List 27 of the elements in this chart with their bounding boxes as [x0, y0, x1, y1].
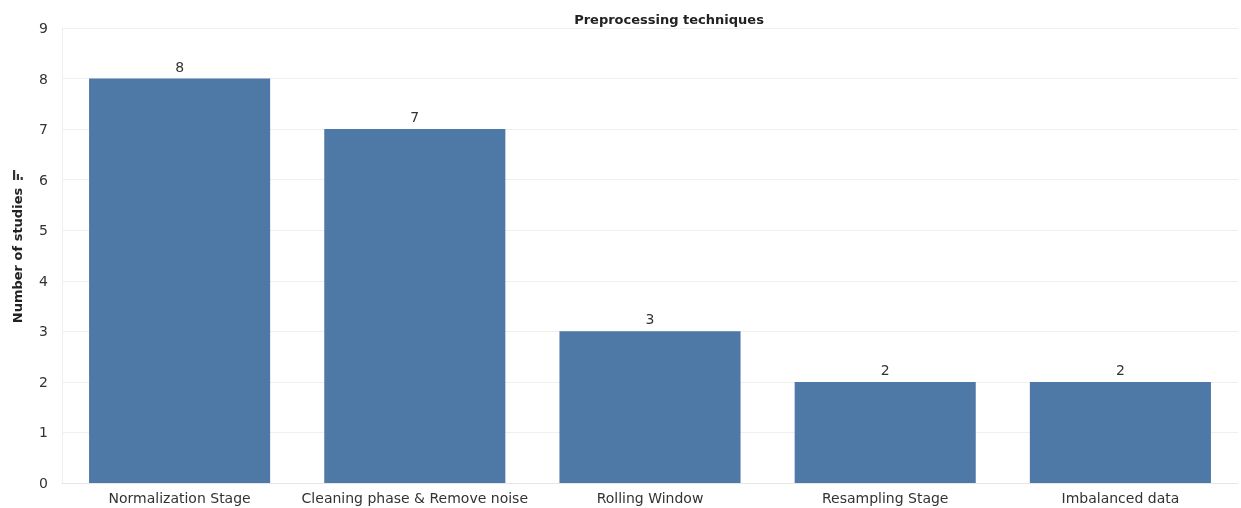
data-label: 7	[410, 109, 420, 126]
x-tick-label: Normalization Stage	[108, 490, 251, 506]
x-tick-label: Cleaning phase & Remove noise	[301, 490, 528, 506]
y-tick-label: 8	[39, 70, 48, 87]
y-axis-title: Number of studies	[10, 187, 25, 324]
y-tick-label: 9	[39, 20, 48, 36]
data-label: 3	[645, 311, 655, 328]
y-tick-label: 3	[39, 323, 48, 340]
x-tick-label: Imbalanced data	[1061, 490, 1180, 506]
data-label: 2	[880, 361, 890, 378]
bar	[1029, 381, 1211, 483]
data-label: 8	[175, 58, 185, 75]
y-tick-label: 7	[39, 121, 48, 138]
y-tick-label: 5	[39, 222, 48, 239]
bar	[324, 129, 506, 483]
bar	[559, 331, 741, 483]
y-tick-label: 6	[39, 171, 49, 188]
x-tick-label: Rolling Window	[596, 490, 704, 506]
x-tick-label: Resampling Stage	[821, 490, 949, 506]
y-tick-label: 2	[39, 373, 48, 390]
y-tick-label: 4	[39, 272, 49, 289]
y-tick-label: 0	[39, 475, 48, 491]
y-tick-label: 1	[39, 424, 48, 441]
chart-title: Preprocessing techniques	[574, 12, 765, 27]
bar	[794, 381, 976, 483]
bar	[89, 78, 271, 483]
data-label: 2	[1115, 361, 1125, 378]
